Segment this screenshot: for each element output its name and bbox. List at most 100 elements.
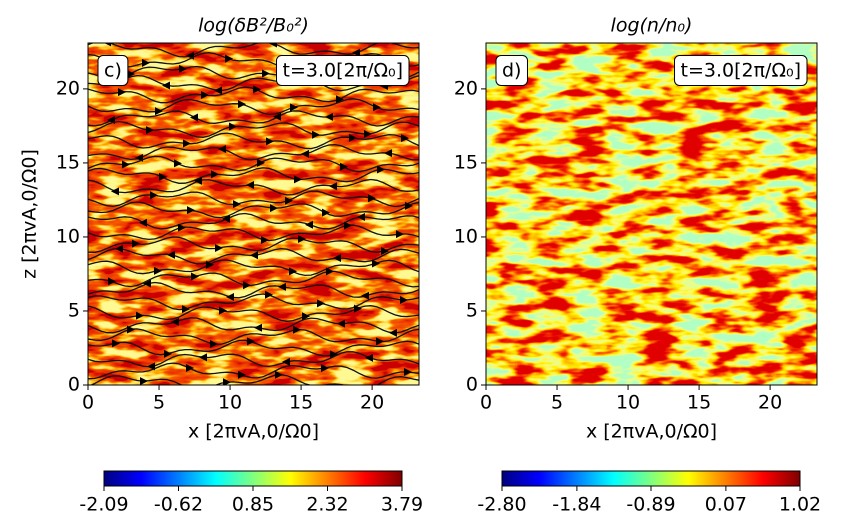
streamline-arrow (337, 319, 345, 328)
colorbar-tick-label: 2.32 (306, 494, 348, 516)
annotation: t=3.0[2π/Ω₀] (283, 60, 403, 82)
streamline-arrow (321, 364, 329, 373)
streamline-arrow (289, 267, 297, 276)
streamline-arrow (400, 295, 408, 304)
streamline-arrow (139, 218, 147, 227)
streamline-arrow (344, 221, 352, 230)
streamline-arrow (143, 279, 151, 288)
streamline-arrow (223, 378, 231, 385)
streamline (89, 374, 419, 385)
streamline-arrow (140, 377, 148, 385)
streamline-arrow (154, 266, 162, 275)
streamline-arrow (136, 311, 144, 320)
streamline (88, 98, 419, 116)
x-tick-label: 10 (616, 392, 640, 414)
streamline-arrow (238, 100, 246, 109)
plot-frame (87, 42, 420, 386)
streamline-arrow (270, 204, 278, 213)
streamline-arrow (238, 370, 246, 379)
plot-frame (485, 42, 818, 386)
y-tick-label: 0 (466, 374, 478, 396)
x-tick-label: 20 (360, 392, 384, 414)
streamline-arrow (183, 139, 191, 148)
y-tick-label: 5 (68, 299, 80, 321)
streamline-arrow (201, 90, 209, 99)
streamline-arrow (226, 293, 234, 302)
streamline-arrow (384, 149, 392, 158)
colorbar (501, 470, 801, 487)
streamline-arrow (389, 328, 397, 337)
streamline-arrow (191, 272, 199, 281)
colorbar-tick-label: -2.80 (477, 494, 526, 516)
streamline-arrow (147, 362, 155, 371)
panel-title: log(n/n₀) (611, 15, 693, 37)
streamline-arrow (373, 103, 381, 112)
streamline (88, 43, 419, 58)
annotation-box (495, 55, 528, 86)
streamline-arrow (210, 339, 218, 348)
streamline-arrow (214, 86, 222, 95)
streamline-arrow (364, 130, 372, 139)
streamline-arrow (302, 312, 310, 321)
x-tick-label: 5 (551, 392, 563, 414)
y-tick-label: 10 (454, 225, 478, 247)
streamline-arrow (162, 81, 170, 90)
annotation: c) (104, 60, 122, 82)
streamline (88, 120, 419, 138)
colorbar-tick-label: 0.85 (232, 494, 274, 516)
streamline-arrow (372, 259, 380, 268)
streamline-arrow (257, 158, 265, 167)
colorbar-tick-label: 1.02 (779, 494, 821, 516)
streamline-arrow (278, 282, 286, 291)
streamline-arrow (357, 212, 365, 221)
annotation-box (674, 55, 808, 86)
streamline-arrow (365, 353, 373, 362)
streamline-arrow (312, 130, 320, 139)
streamline-arrow (190, 113, 198, 122)
streamline-arrow (333, 254, 341, 263)
streamline-arrow (122, 160, 130, 169)
heatmap (486, 43, 817, 385)
streamline-arrow (215, 244, 223, 253)
streamline-arrow (178, 223, 186, 232)
streamline-arrow (218, 144, 226, 153)
annotation-box (276, 55, 410, 86)
colorbar-tick-label: -0.89 (626, 494, 675, 516)
streamline-arrow (182, 305, 190, 314)
colorbar-tick-label: -2.09 (79, 494, 128, 516)
streamline (88, 201, 419, 219)
x-tick-label: 20 (758, 392, 782, 414)
x-tick-label: 15 (687, 392, 711, 414)
streamline (88, 110, 419, 127)
streamline-arrow (293, 325, 301, 334)
streamline-arrow (250, 251, 258, 260)
streamline-arrow (301, 149, 309, 158)
streamline-arrow (186, 363, 194, 372)
streamline (88, 167, 419, 184)
streamline (88, 190, 419, 208)
streamline (88, 351, 419, 368)
streamline-arrow (222, 214, 230, 223)
streamline-arrow (352, 48, 360, 57)
streamline-arrow (179, 64, 187, 73)
x-tick-label: 0 (82, 392, 94, 414)
streamline-arrow (290, 103, 298, 112)
streamline-arrow (294, 175, 302, 184)
x-tick-label: 15 (289, 392, 313, 414)
streamlines (88, 43, 419, 385)
annotation-box (97, 55, 129, 86)
streamline-arrow (219, 306, 227, 315)
streamline-arrow (265, 290, 273, 299)
streamline-arrow (330, 350, 338, 359)
streamline-arrow (246, 180, 254, 189)
y-tick-label: 10 (56, 225, 80, 247)
x-tick-label: 10 (218, 392, 242, 414)
streamline-arrow (336, 95, 344, 104)
streamline-arrow (340, 162, 348, 171)
streamline-arrow (381, 247, 389, 256)
streamline-arrow (254, 323, 262, 332)
y-tick-label: 15 (56, 151, 80, 173)
streamline-arrow (132, 239, 140, 248)
streamline-arrow (199, 353, 207, 362)
streamline-arrow (206, 260, 214, 269)
